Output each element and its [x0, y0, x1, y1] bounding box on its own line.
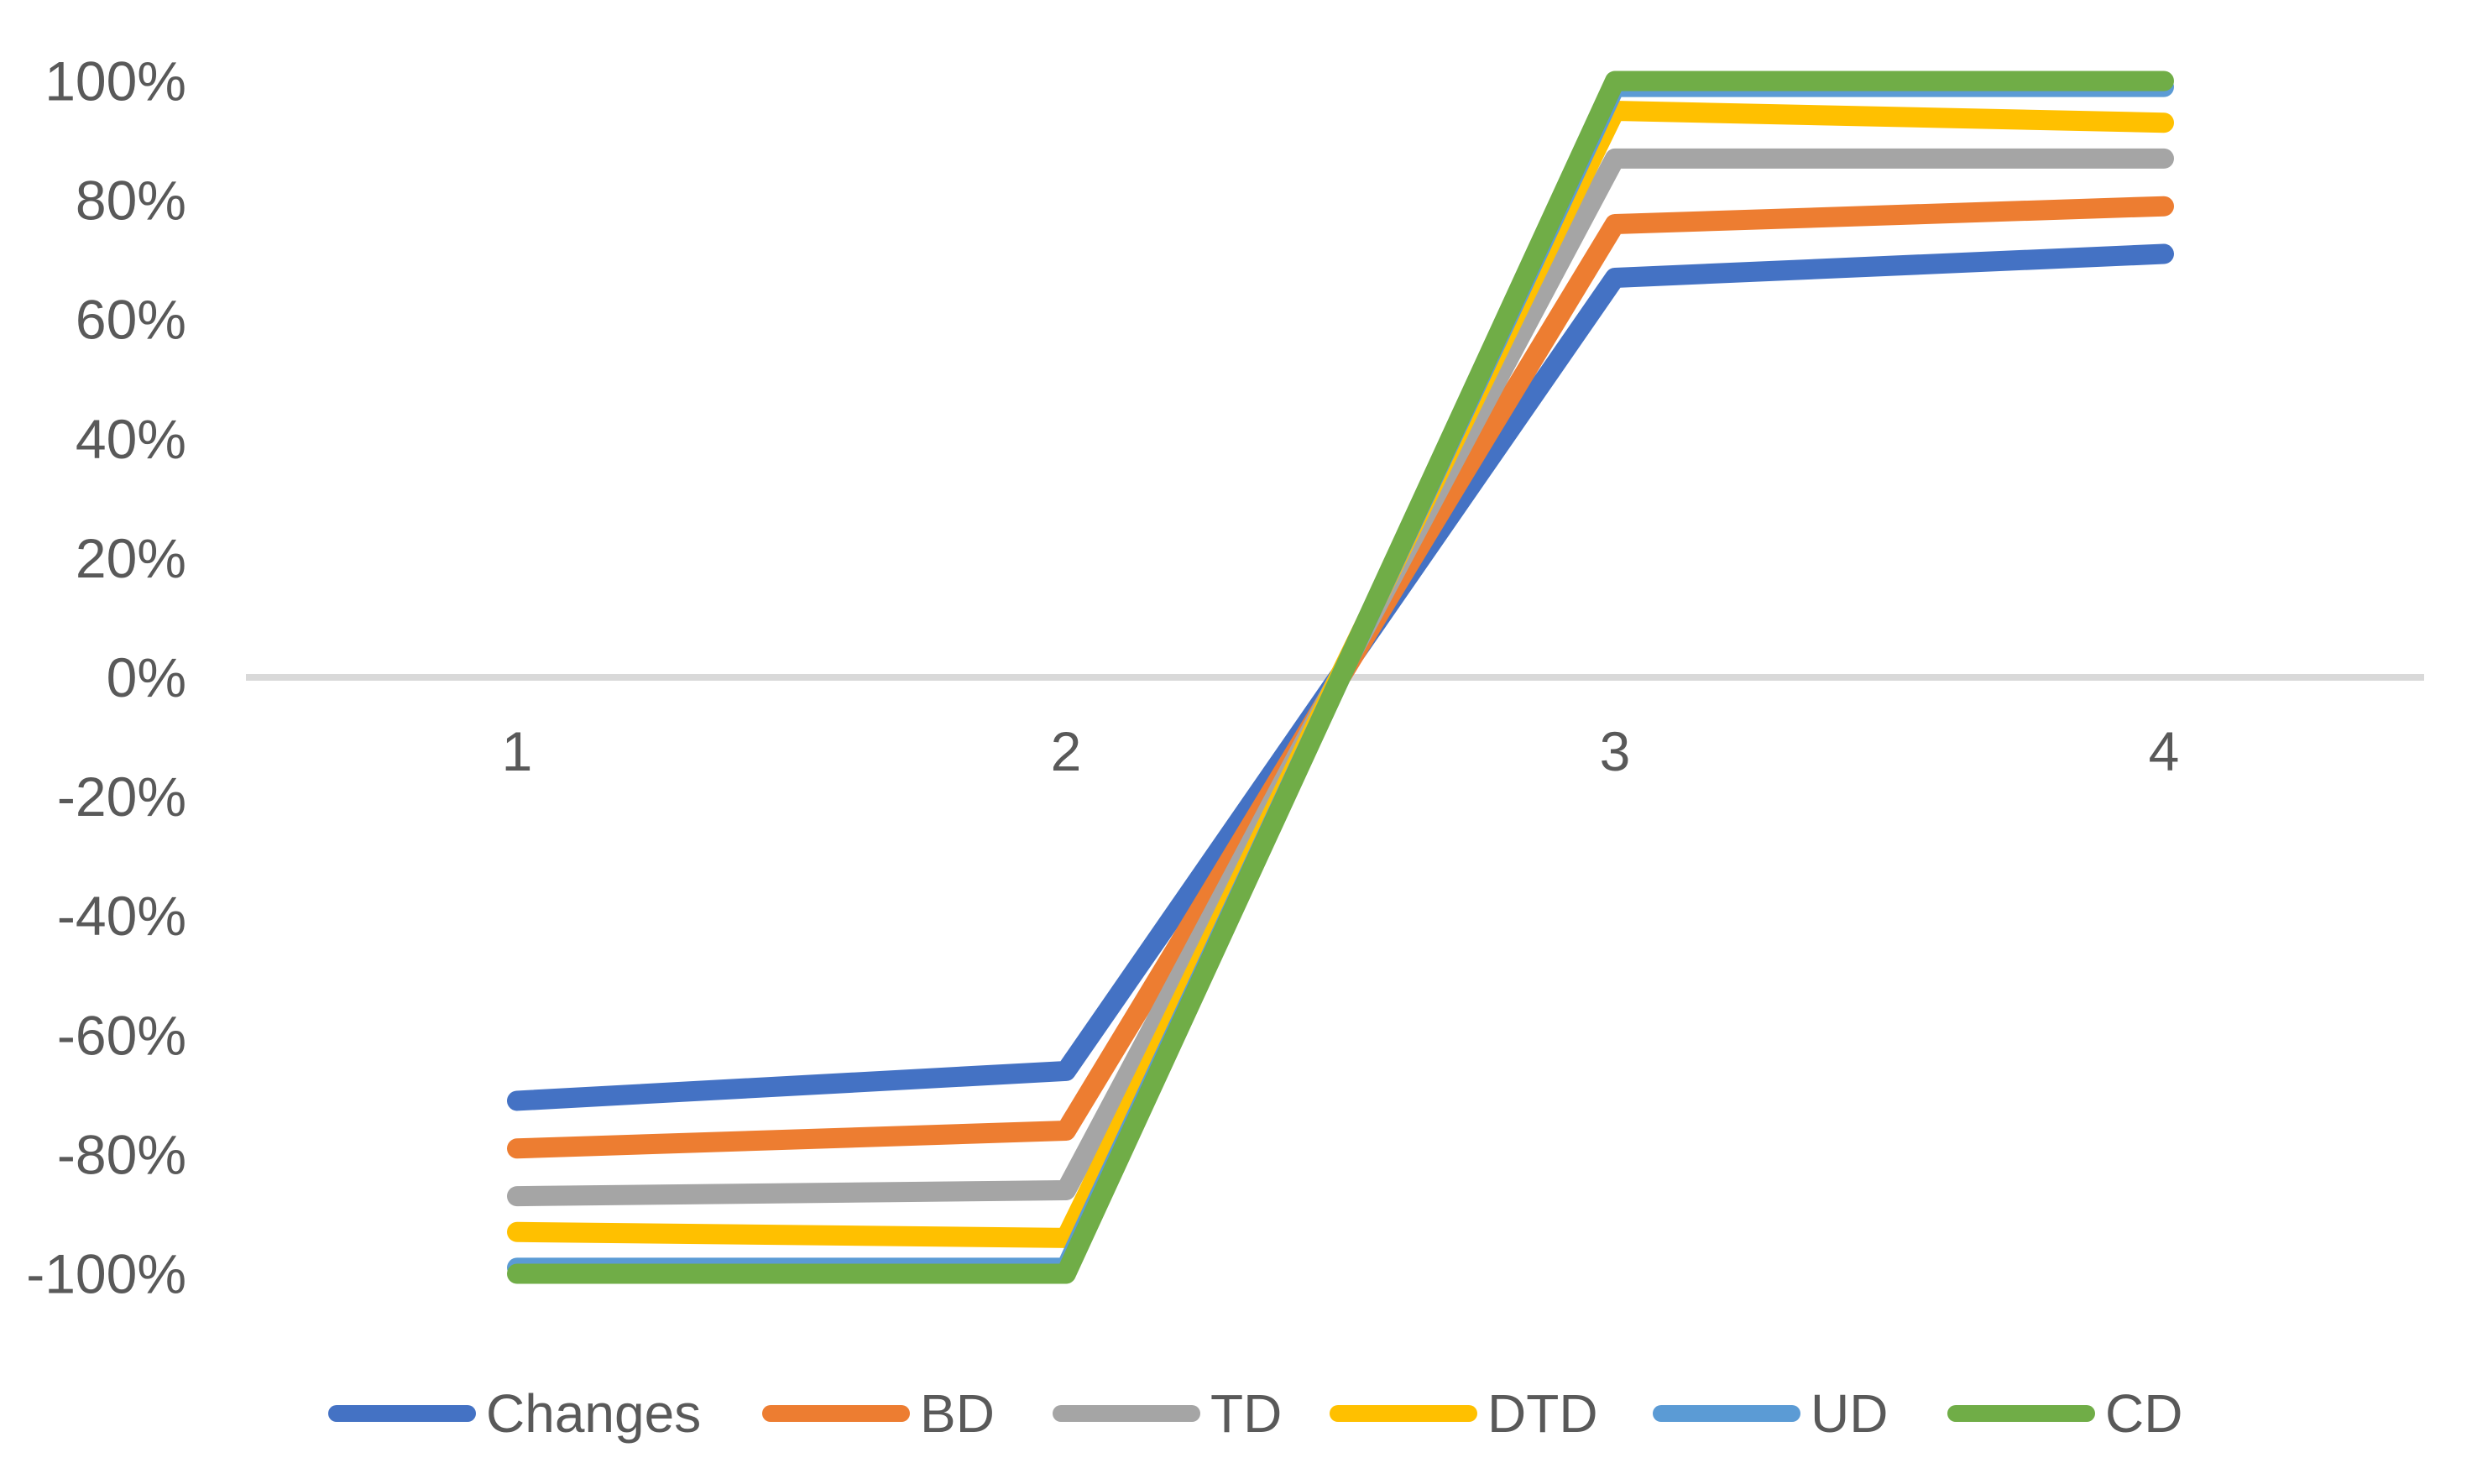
legend-swatch-bd [762, 1405, 910, 1422]
legend-label-ud: UD [1811, 1383, 1888, 1444]
legend-swatch-td [1053, 1405, 1200, 1422]
legend-label-cd: CD [2105, 1383, 2182, 1444]
x-axis: 1 2 3 4 [502, 720, 2180, 782]
legend-item-changes: Changes [328, 1383, 701, 1444]
series-line-cd [507, 71, 2174, 1284]
legend-item-ud: UD [1653, 1383, 1888, 1444]
legend-swatch-cd [1947, 1405, 2095, 1422]
x-axis-tick-label: 1 [502, 720, 533, 782]
y-axis-tick-label: -100% [26, 1243, 186, 1305]
legend-swatch-ud [1653, 1405, 1800, 1422]
x-axis-tick-label: 4 [2149, 720, 2180, 782]
legend-item-dtd: DTD [1330, 1383, 1598, 1444]
y-axis: 100% 80% 60% 40% 20% 0% -20% -40% -60% -80% -100% [26, 50, 186, 1305]
legend-label-bd: BD [920, 1383, 995, 1444]
legend-item-td: TD [1053, 1383, 1282, 1444]
series-lines [507, 71, 2174, 1284]
x-axis-tick-label: 3 [1600, 720, 1631, 782]
legend-swatch-changes [328, 1405, 476, 1422]
y-axis-tick-label: 20% [76, 527, 186, 589]
legend-item-bd: BD [762, 1383, 995, 1444]
legend: Changes BD TD DTD UD CD [328, 1383, 2182, 1444]
x-axis-tick-label: 2 [1051, 720, 1082, 782]
legend-label-dtd: DTD [1487, 1383, 1598, 1444]
y-axis-tick-label: 100% [44, 50, 186, 112]
legend-swatch-dtd [1330, 1405, 1477, 1422]
legend-label-changes: Changes [486, 1383, 701, 1444]
y-axis-tick-label: -20% [57, 766, 186, 828]
legend-item-cd: CD [1947, 1383, 2182, 1444]
y-axis-tick-label: 80% [76, 170, 186, 232]
y-axis-tick-label: 40% [76, 408, 186, 470]
y-axis-tick-label: 0% [107, 646, 186, 708]
legend-label-td: TD [1210, 1383, 1282, 1444]
y-axis-tick-label: 60% [76, 289, 186, 351]
y-axis-tick-label: -80% [57, 1123, 186, 1185]
y-axis-tick-label: -60% [57, 1004, 186, 1066]
y-axis-tick-label: -40% [57, 885, 186, 947]
